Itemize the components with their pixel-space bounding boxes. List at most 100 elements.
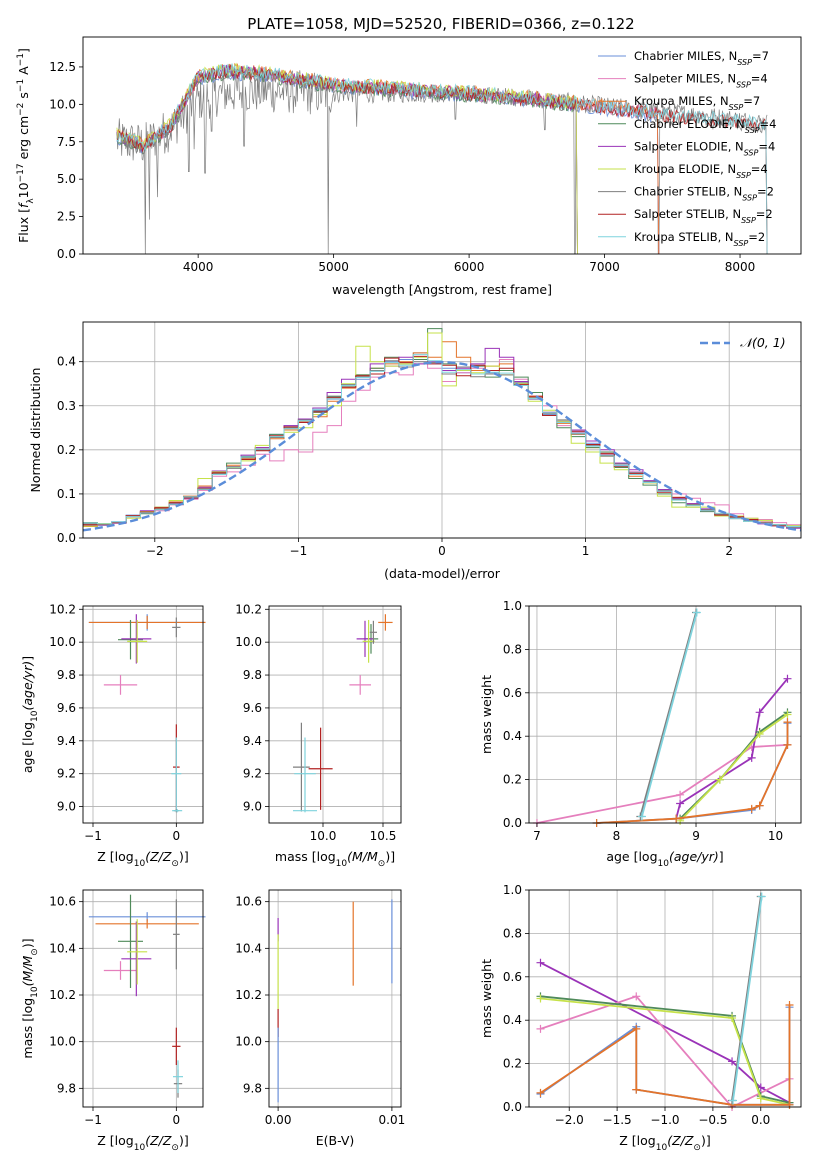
legend-label: Chabrier ELODIE, NSSP=4: [634, 117, 776, 135]
y-tick-label: 0.2: [503, 773, 522, 787]
mass_vs_Z-panel: −1 0 9.8 10.0 10.2 10.4 10.6 Z [log10(Z/Z⊙)] mas…: [20, 889, 206, 1153]
y-tick-label: 0.6: [503, 686, 522, 700]
weight-marker: [783, 718, 792, 727]
weight-marker: [729, 1096, 737, 1105]
y-tick-label: 9.8: [57, 668, 76, 682]
model-line-kroupa-stelib: [116, 63, 768, 254]
y-tick-label: 10.2: [49, 988, 76, 1002]
weight-marker: [676, 799, 685, 808]
histogram-kroupa-stelib: [83, 354, 801, 527]
weight-line-kroupa-stelib: [641, 612, 698, 817]
x-axis-label: age [log10(age/yr)]: [606, 849, 723, 869]
y-tick-label: 0.0: [57, 247, 76, 261]
y-tick-label: 9.0: [57, 800, 76, 814]
y-tick-label: 9.2: [243, 767, 262, 781]
x-tick-label: −2: [146, 544, 164, 558]
weight-line-salpeter-elodie: [675, 678, 789, 819]
weight-marker: [755, 708, 764, 717]
weight-marker: [536, 1024, 545, 1033]
x-tick-label: 0.01: [379, 1113, 406, 1127]
y-tick-label: 7.5: [57, 135, 76, 149]
weight-marker: [692, 608, 701, 617]
weight-marker: [783, 710, 792, 719]
weight-line-kroupa-stelib: [732, 896, 763, 1101]
weight-marker: [783, 674, 792, 683]
y-tick-label: 9.8: [57, 1081, 76, 1095]
massweight_vs_Z-panel: −2.0 −1.5 −1.0 −0.5 0.0 0.0 0.2 0.4 0.6 0.8 1.0 Z […: [479, 883, 802, 1153]
weight-marker: [632, 1085, 641, 1094]
x-axis-label: Z [log10(Z/Z⊙)]: [619, 1133, 710, 1153]
weight-marker: [756, 1094, 765, 1103]
weight-marker: [755, 801, 764, 810]
x-tick-label: −2.0: [555, 1113, 584, 1127]
y-tick-label: 10.0: [49, 635, 76, 649]
y-tick-label: 0.0: [57, 531, 76, 545]
mass_vs_EBV-panel: 0.00 0.01 9.8 10.0 10.2 10.4 10.6 E(B-V): [235, 889, 406, 1148]
y-axis-label: mass weight: [479, 675, 494, 754]
axes-frame: [82, 605, 204, 824]
y-tick-label: 10.0: [235, 635, 262, 649]
axes-frame: [528, 605, 802, 824]
x-axis-label: Z [log10(Z/Z⊙)]: [97, 849, 188, 869]
legend-label: Kroupa MILES, NSSP=7: [634, 94, 760, 112]
legend-label: Salpeter MILES, NSSP=4: [634, 72, 768, 90]
x-tick-label: 0.00: [265, 1113, 292, 1127]
y-tick-label: 2.5: [57, 210, 76, 224]
x-tick-label: −1: [84, 829, 102, 843]
x-tick-label: 7000: [589, 260, 620, 274]
weight-line-kroupa-miles: [540, 1005, 791, 1106]
legend-label: Kroupa STELIB, NSSP=2: [634, 230, 765, 248]
x-tick-label: −1: [290, 544, 308, 558]
model-line-salpeter-stelib: [116, 63, 768, 254]
y-tick-label: 10.0: [235, 1035, 262, 1049]
residuals-panel: −2 −1 0 1 2 0.0 0.1 0.2 0.3 0.4 (data-model)/error…: [28, 321, 802, 581]
x-axis-label: wavelength [Angstrom, rest frame]: [332, 282, 552, 297]
y-tick-label: 9.6: [243, 701, 262, 715]
spectrum-lines: [116, 62, 768, 254]
y-axis-label: mass weight: [479, 959, 494, 1038]
legend-label: Chabrier STELIB, NSSP=2: [634, 185, 774, 203]
y-tick-label: 0.4: [57, 355, 76, 369]
x-tick-label: −1.5: [603, 1113, 632, 1127]
weight-marker: [632, 992, 641, 1001]
y-tick-label: 5.0: [57, 172, 76, 186]
axes-frame: [268, 605, 402, 824]
weight-marker: [715, 775, 724, 784]
y-axis-label: mass [log10(M/M⊙)]: [20, 938, 40, 1058]
weight-marker: [783, 740, 792, 749]
histogram-kroupa-elodie: [83, 332, 801, 527]
weight-line-kroupa-elodie: [679, 713, 789, 822]
legend-label: Salpeter ELODIE, NSSP=4: [634, 139, 775, 157]
x-tick-label: 10.5: [370, 829, 397, 843]
y-tick-label: 10.6: [235, 895, 262, 909]
x-tick-label: 6000: [454, 260, 485, 274]
y-tick-label: 9.2: [57, 767, 76, 781]
x-tick-label: 9: [692, 829, 700, 843]
x-tick-label: 4000: [183, 260, 214, 274]
x-axis-label: (data-model)/error: [384, 566, 501, 581]
x-tick-label: 0: [173, 829, 181, 843]
weight-marker: [785, 1100, 794, 1109]
y-tick-label: 0.2: [503, 1057, 522, 1071]
axes-frame: [82, 889, 204, 1108]
x-tick-label: 10.0: [310, 829, 337, 843]
y-tick-label: 9.8: [243, 668, 262, 682]
y-tick-label: 0.1: [57, 487, 76, 501]
weight-marker: [672, 814, 681, 823]
y-tick-label: 9.8: [243, 1081, 262, 1095]
x-tick-label: −0.5: [698, 1113, 727, 1127]
y-tick-label: 9.4: [57, 734, 76, 748]
y-tick-label: 0.0: [503, 1100, 522, 1114]
y-tick-label: 0.4: [503, 1013, 522, 1027]
y-tick-label: 10.6: [49, 895, 76, 909]
weight-line-salpeter-miles: [536, 744, 788, 824]
weight-line-salpeter-elodie: [540, 961, 790, 1104]
y-tick-label: 10.2: [49, 602, 76, 616]
x-axis-label: E(B-V): [316, 1133, 355, 1148]
y-tick-label: 10.2: [235, 602, 262, 616]
spectrum-legend: Chabrier MILES, NSSP=7 Salpeter MILES, NS…: [598, 49, 776, 247]
y-axis-label: Flux [fλ10−17 erg cm−2 s−1 A−1]: [16, 48, 36, 243]
gaussian-curve: [83, 360, 801, 532]
weight-marker: [757, 892, 766, 901]
massweight_vs_age-panel: 7 8 9 10 0.0 0.2 0.4 0.6 0.8 1.0 age [log10(age/yr…: [479, 599, 802, 869]
